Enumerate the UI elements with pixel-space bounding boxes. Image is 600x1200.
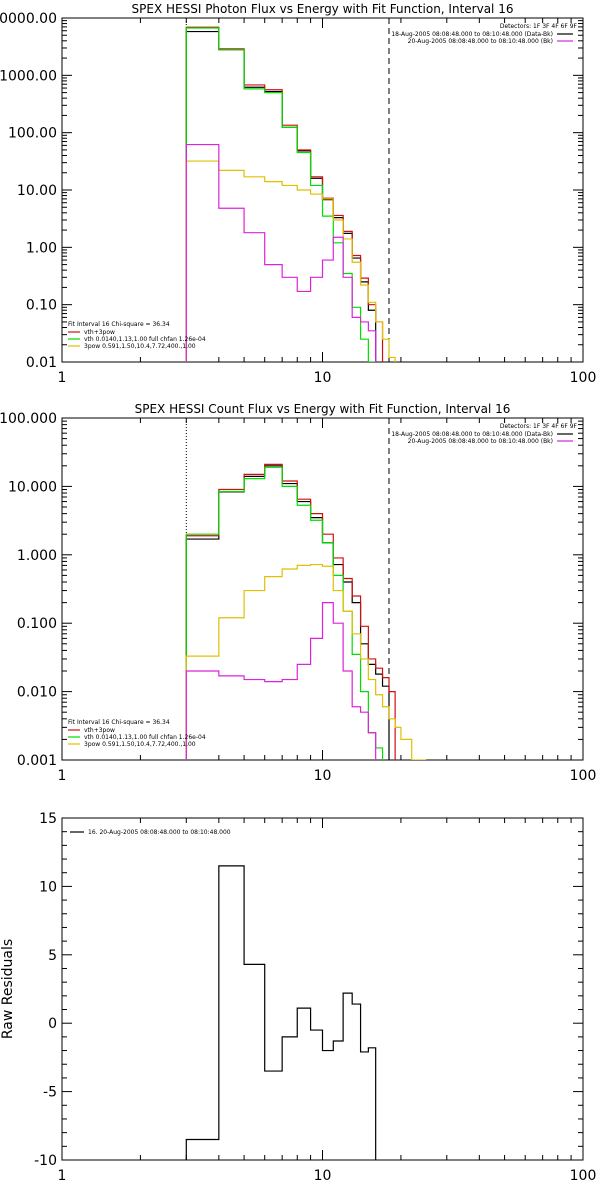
y-tick-label: 5 bbox=[48, 948, 57, 964]
y-tick-label: 0.01 bbox=[26, 355, 57, 371]
y-tick-label: 1.000 bbox=[17, 548, 57, 564]
y-tick-label: 0.010 bbox=[17, 685, 57, 701]
y-tick-label: 0 bbox=[48, 1016, 57, 1032]
y-tick-label: 0.001 bbox=[17, 753, 57, 769]
series-line bbox=[185, 602, 377, 760]
legend-entry-label: 16. 20-Aug-2005 08:08:48.000 to 08:10:48… bbox=[88, 829, 231, 836]
y-tick-label: 0.100 bbox=[17, 616, 57, 632]
data-layer bbox=[185, 18, 396, 362]
y-tick-label: 10 bbox=[39, 879, 57, 895]
x-tick-label: 10 bbox=[314, 370, 332, 386]
residuals-panel: 1 10 100 -10 -5 0 5 10 15 Raw Residuals 16. 20-Aug… bbox=[0, 811, 596, 1184]
x-tick-label: 100 bbox=[570, 768, 597, 784]
x-tick-label: 1 bbox=[58, 370, 67, 386]
y-tick-label: 10.000 bbox=[8, 479, 57, 495]
legend-fit-heading: Fit Interval 16 Chi-square = 36.34 bbox=[68, 321, 170, 328]
legend-detectors: Detectors: 1F 3F 4F 6F 9F bbox=[500, 423, 578, 430]
series-line bbox=[185, 865, 377, 1160]
legend-entry-label: 20-Aug-2005 08:08:48.000 to 08:10:48.000… bbox=[408, 38, 553, 45]
series-line bbox=[185, 563, 427, 760]
legend-entry-label: vth+3pow bbox=[84, 329, 115, 336]
y-tick-label: -5 bbox=[43, 1085, 57, 1101]
series-line bbox=[185, 30, 377, 362]
legend-detectors: Detectors: 1F 3F 4F 6F 9F bbox=[500, 23, 578, 30]
chart-title: SPEX HESSI Count Flux vs Energy with Fit… bbox=[135, 402, 511, 416]
legend-entry-label: 20-Aug-2005 08:08:48.000 to 08:10:48.000… bbox=[408, 438, 553, 445]
series-line bbox=[185, 160, 396, 362]
y-tick-label: 100.00 bbox=[8, 126, 57, 142]
chart-title: SPEX HESSI Photon Flux vs Energy with Fi… bbox=[132, 2, 514, 16]
data-layer bbox=[185, 865, 377, 1160]
x-tick-label: 100 bbox=[570, 370, 597, 386]
y-tick-label: 10.00 bbox=[17, 183, 57, 199]
photon-flux-panel: SPEX HESSI Photon Flux vs Energy with Fi… bbox=[0, 2, 596, 386]
legend-entry-label: 3pow 0.591,1.50,10.4,7.72,400.,1.00 bbox=[84, 741, 196, 748]
x-tick-label: 10 bbox=[314, 768, 332, 784]
legend-fit-heading: Fit Interval 16 Chi-square = 36.34 bbox=[68, 719, 170, 726]
legend-entry-label: vth 0.0140,1.13,1.00 full chfan 1.26e-04 bbox=[84, 734, 206, 741]
legend-entry-label: 3pow 0.591,1.50,10.4,7.72,400.,1.00 bbox=[84, 343, 196, 350]
data-layer bbox=[185, 418, 427, 760]
series-line bbox=[185, 463, 396, 760]
legend-entry-label: 18-Aug-2005 08:08:48.000 to 08:10:48.000… bbox=[391, 31, 553, 38]
y-tick-label: 10000.00 bbox=[0, 11, 57, 27]
x-tick-label: 1 bbox=[58, 768, 67, 784]
y-tick-label: 0.10 bbox=[26, 298, 57, 314]
x-tick-label: 10 bbox=[314, 1168, 332, 1184]
legend-entry-label: vth+3pow bbox=[84, 727, 115, 734]
series-line bbox=[185, 143, 377, 362]
y-tick-label: 100.000 bbox=[0, 411, 57, 427]
series-line bbox=[185, 27, 376, 362]
series-line bbox=[185, 466, 384, 760]
series-line bbox=[185, 465, 390, 760]
y-tick-label: 1.00 bbox=[26, 240, 57, 256]
legend-entry-label: vth 0.0140,1.13,1.00 full chfan 1.26e-04 bbox=[84, 336, 206, 343]
legend-entry-label: 18-Aug-2005 08:08:48.000 to 08:10:48.000… bbox=[391, 431, 553, 438]
plot-frame bbox=[61, 417, 584, 761]
plot-frame bbox=[61, 817, 584, 1161]
x-tick-label: 1 bbox=[58, 1168, 67, 1184]
y-tick-label: -10 bbox=[34, 1153, 57, 1169]
x-tick-label: 100 bbox=[570, 1168, 597, 1184]
series-line bbox=[185, 26, 384, 362]
count-flux-panel: SPEX HESSI Count Flux vs Energy with Fit… bbox=[0, 402, 596, 784]
y-tick-label: 1000.00 bbox=[0, 68, 57, 84]
y-tick-label: 15 bbox=[39, 811, 57, 827]
y-axis-label: Raw Residuals bbox=[0, 939, 16, 1039]
